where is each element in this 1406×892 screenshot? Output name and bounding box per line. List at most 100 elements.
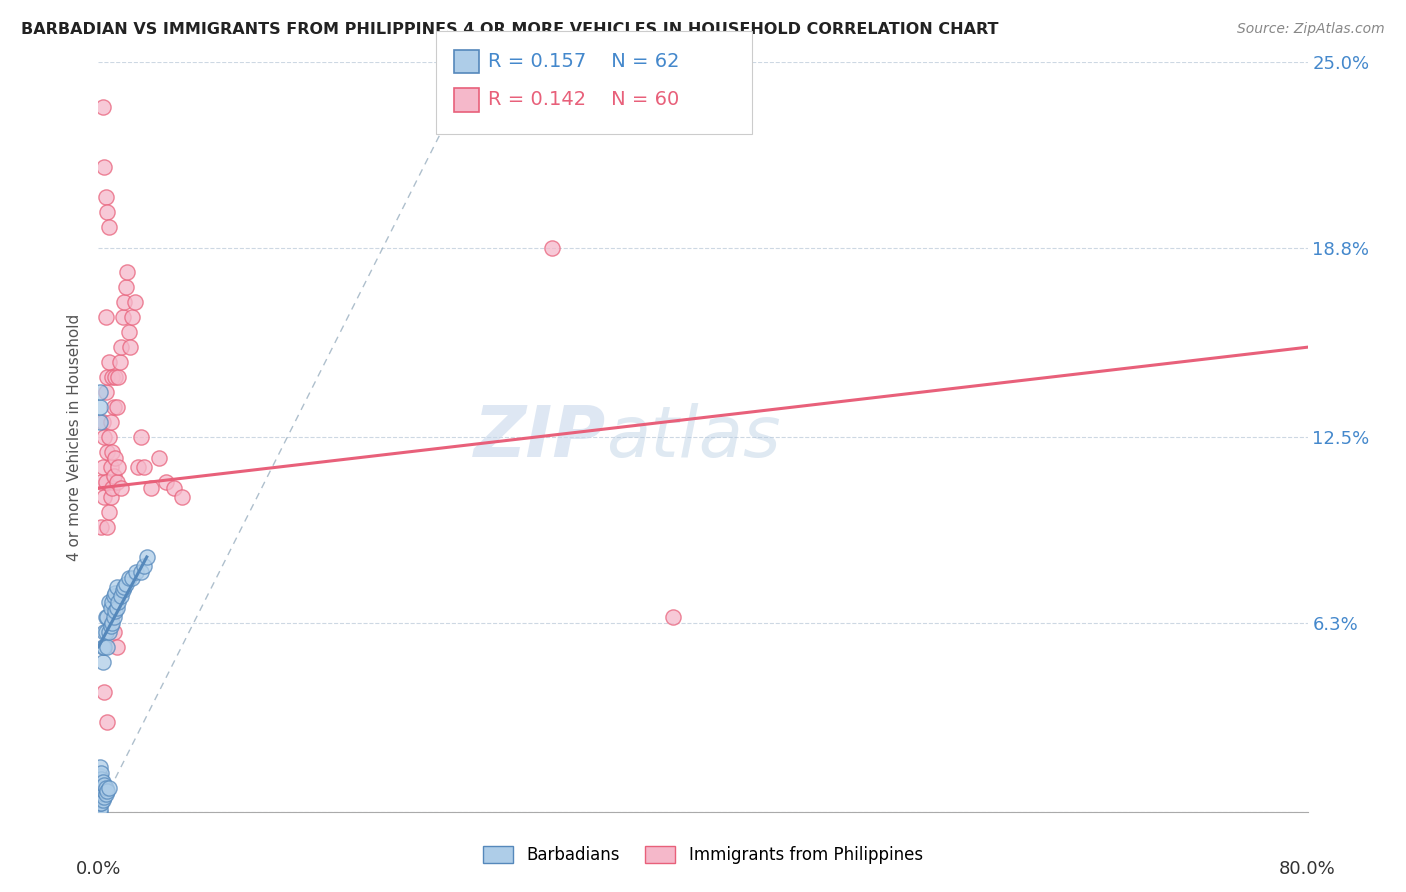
Point: [111, 310, 134, 325]
Point: [141, 481, 163, 495]
Point: [111, 582, 134, 597]
Point: [121, 310, 143, 325]
Point: [112, 295, 135, 310]
Point: [661, 610, 683, 624]
Point: [94, 310, 117, 325]
Point: [104, 370, 127, 384]
Point: [89, 400, 111, 414]
Text: R = 0.157    N = 62: R = 0.157 N = 62: [488, 52, 679, 71]
Point: [112, 580, 135, 594]
Point: [98, 430, 121, 444]
Point: [93, 685, 115, 699]
Point: [104, 451, 127, 466]
Point: [105, 601, 128, 615]
Point: [98, 505, 121, 519]
Point: [129, 565, 152, 579]
Y-axis label: 4 or more Vehicles in Household: 4 or more Vehicles in Household: [67, 313, 83, 561]
Point: [100, 490, 122, 504]
Point: [89, 789, 111, 804]
Point: [89, 780, 111, 795]
Point: [96, 205, 118, 219]
Point: [90, 475, 112, 489]
Point: [90, 796, 112, 810]
Point: [104, 604, 127, 618]
Point: [104, 586, 127, 600]
Point: [90, 778, 112, 792]
Point: [93, 161, 115, 175]
Point: [89, 385, 111, 400]
Point: [132, 460, 155, 475]
Point: [93, 640, 115, 654]
Point: [103, 400, 125, 414]
Point: [93, 778, 115, 792]
Text: atlas: atlas: [606, 402, 780, 472]
Point: [103, 589, 125, 603]
Point: [94, 385, 117, 400]
Point: [101, 615, 124, 630]
Point: [103, 624, 125, 639]
Point: [103, 610, 125, 624]
Point: [91, 787, 114, 801]
Point: [91, 640, 114, 654]
Point: [93, 789, 115, 804]
Legend: Barbadians, Immigrants from Philippines: Barbadians, Immigrants from Philippines: [477, 839, 929, 871]
Point: [105, 580, 128, 594]
Point: [96, 714, 118, 729]
Point: [94, 780, 117, 795]
Point: [89, 805, 111, 819]
Point: [129, 430, 152, 444]
Point: [155, 475, 177, 489]
Point: [101, 370, 124, 384]
Point: [135, 549, 157, 564]
Point: [93, 430, 115, 444]
Point: [124, 295, 146, 310]
Point: [91, 460, 114, 475]
Point: [98, 624, 121, 639]
Point: [105, 475, 128, 489]
Point: [105, 640, 128, 654]
Point: [94, 475, 117, 489]
Point: [90, 765, 112, 780]
Point: [125, 565, 148, 579]
Text: 0.0%: 0.0%: [76, 860, 121, 878]
Text: ZIP: ZIP: [474, 402, 606, 472]
Point: [101, 595, 124, 609]
Point: [100, 619, 122, 633]
Point: [110, 481, 132, 495]
Point: [103, 469, 125, 483]
Point: [89, 415, 111, 429]
Point: [96, 370, 118, 384]
Point: [132, 558, 155, 573]
Point: [96, 610, 118, 624]
Point: [90, 772, 112, 786]
Point: [114, 280, 136, 294]
Point: [90, 783, 112, 797]
Point: [110, 589, 132, 603]
Point: [98, 355, 121, 369]
Point: [94, 610, 117, 624]
Point: [93, 624, 115, 639]
Point: [114, 577, 136, 591]
Point: [93, 490, 115, 504]
Point: [96, 640, 118, 654]
Point: [91, 780, 114, 795]
Point: [100, 601, 122, 615]
Point: [90, 789, 112, 804]
Point: [148, 451, 170, 466]
Point: [115, 265, 138, 279]
Point: [108, 355, 131, 369]
Point: [121, 571, 143, 585]
Point: [94, 787, 117, 801]
Point: [96, 445, 118, 459]
Point: [91, 774, 114, 789]
Point: [163, 481, 186, 495]
Point: [91, 793, 114, 807]
Point: [107, 595, 129, 609]
Point: [89, 796, 111, 810]
Point: [96, 783, 118, 797]
Point: [98, 780, 121, 795]
Point: [118, 325, 141, 339]
Point: [170, 490, 193, 504]
Point: [90, 520, 112, 534]
Point: [94, 190, 117, 204]
